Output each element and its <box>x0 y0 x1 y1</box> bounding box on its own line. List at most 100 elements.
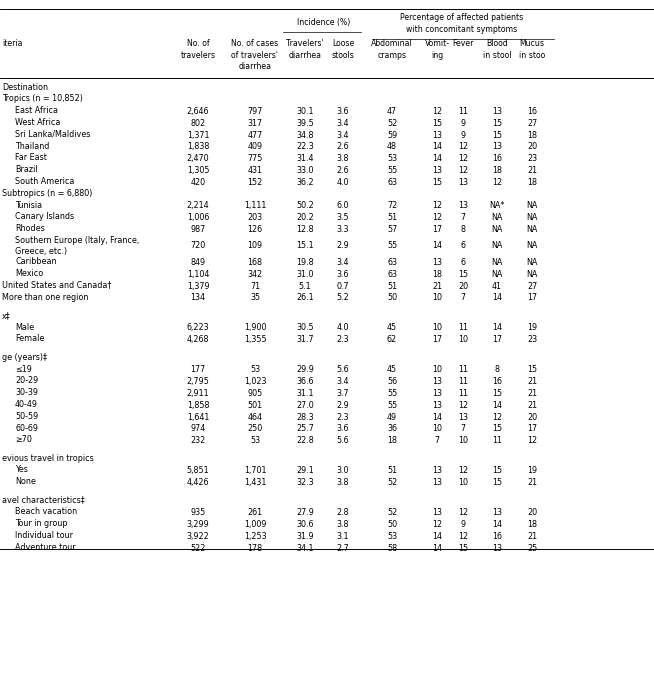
Text: 14: 14 <box>432 154 442 163</box>
Text: 51: 51 <box>387 213 397 222</box>
Text: 17: 17 <box>527 293 537 302</box>
Text: NA*: NA* <box>489 201 505 210</box>
Text: 56: 56 <box>387 377 397 386</box>
Text: in stool: in stool <box>483 51 511 60</box>
Text: 974: 974 <box>190 424 205 434</box>
Text: 5.2: 5.2 <box>337 293 349 302</box>
Text: Mucus: Mucus <box>519 39 545 48</box>
Text: 14: 14 <box>492 520 502 529</box>
Text: evious travel in tropics: evious travel in tropics <box>2 453 94 462</box>
Text: 7: 7 <box>460 424 466 434</box>
Text: 1,379: 1,379 <box>186 282 209 291</box>
Text: Adventure tour: Adventure tour <box>15 542 76 552</box>
Text: 10: 10 <box>458 335 468 344</box>
Text: 15: 15 <box>432 119 442 128</box>
Text: 1,009: 1,009 <box>244 520 266 529</box>
Text: 420: 420 <box>190 178 205 187</box>
Text: 1,305: 1,305 <box>187 166 209 175</box>
Text: 51: 51 <box>387 282 397 291</box>
Text: No. of: No. of <box>186 39 209 48</box>
Text: 23: 23 <box>527 335 537 344</box>
Text: 2.8: 2.8 <box>337 508 349 517</box>
Text: Rhodes: Rhodes <box>15 224 44 233</box>
Text: 5.6: 5.6 <box>337 436 349 445</box>
Text: 3,299: 3,299 <box>186 520 209 529</box>
Text: 2.6: 2.6 <box>337 142 349 151</box>
Text: 9: 9 <box>460 131 466 140</box>
Text: 36: 36 <box>387 424 397 434</box>
Text: 13: 13 <box>458 201 468 210</box>
Text: 59: 59 <box>387 131 397 140</box>
Text: NA: NA <box>526 225 538 234</box>
Text: 52: 52 <box>387 508 397 517</box>
Text: 7: 7 <box>460 213 466 222</box>
Text: 501: 501 <box>247 401 262 410</box>
Text: 31.4: 31.4 <box>296 154 314 163</box>
Text: 20: 20 <box>458 282 468 291</box>
Text: 2.9: 2.9 <box>337 401 349 410</box>
Text: 12: 12 <box>458 401 468 410</box>
Text: 3.8: 3.8 <box>337 520 349 529</box>
Text: 30.6: 30.6 <box>296 520 314 529</box>
Text: diarrhea: diarrhea <box>288 51 322 60</box>
Text: 6.0: 6.0 <box>337 201 349 210</box>
Text: Far East: Far East <box>15 153 47 162</box>
Text: 53: 53 <box>250 436 260 445</box>
Text: 6,223: 6,223 <box>186 324 209 332</box>
Text: 50: 50 <box>387 293 397 302</box>
Text: 36.2: 36.2 <box>296 178 314 187</box>
Text: 11: 11 <box>458 389 468 398</box>
Text: 31.0: 31.0 <box>296 269 314 279</box>
Text: NA: NA <box>491 213 503 222</box>
Text: 57: 57 <box>387 225 397 234</box>
Text: 53: 53 <box>387 531 397 541</box>
Text: 12: 12 <box>492 178 502 187</box>
Text: 48: 48 <box>387 142 397 151</box>
Text: 18: 18 <box>527 131 537 140</box>
Text: 12: 12 <box>432 213 442 222</box>
Text: NA: NA <box>491 269 503 279</box>
Text: 13: 13 <box>432 508 442 517</box>
Text: 1,371: 1,371 <box>187 131 209 140</box>
Text: 53: 53 <box>250 365 260 374</box>
Text: 60-69: 60-69 <box>15 423 38 432</box>
Text: 4.0: 4.0 <box>337 178 349 187</box>
Text: 1,023: 1,023 <box>244 377 266 386</box>
Text: 3.5: 3.5 <box>337 213 349 222</box>
Text: 15: 15 <box>492 478 502 487</box>
Text: 3.4: 3.4 <box>337 131 349 140</box>
Text: 317: 317 <box>247 119 262 128</box>
Text: 1,253: 1,253 <box>244 531 266 541</box>
Text: Beach vacation: Beach vacation <box>15 508 77 516</box>
Text: 13: 13 <box>458 178 468 187</box>
Text: 10: 10 <box>458 436 468 445</box>
Text: 27.9: 27.9 <box>296 508 314 517</box>
Text: 18: 18 <box>432 269 442 279</box>
Text: 10: 10 <box>432 424 442 434</box>
Text: 11: 11 <box>458 107 468 116</box>
Text: 22.8: 22.8 <box>296 436 314 445</box>
Text: 152: 152 <box>247 178 263 187</box>
Text: 464: 464 <box>247 412 262 421</box>
Text: 15: 15 <box>492 119 502 128</box>
Text: 13: 13 <box>458 412 468 421</box>
Text: 1,104: 1,104 <box>187 269 209 279</box>
Text: avel characteristics‡: avel characteristics‡ <box>2 495 85 505</box>
Text: 49: 49 <box>387 412 397 421</box>
Text: South America: South America <box>15 177 75 186</box>
Text: 15: 15 <box>492 466 502 475</box>
Text: 34.1: 34.1 <box>296 544 314 553</box>
Text: 14: 14 <box>432 241 442 250</box>
Text: 9: 9 <box>460 520 466 529</box>
Text: 22.3: 22.3 <box>296 142 314 151</box>
Text: 16: 16 <box>492 531 502 541</box>
Text: Travelers': Travelers' <box>286 39 324 48</box>
Text: None: None <box>15 477 36 486</box>
Text: West Africa: West Africa <box>15 118 60 127</box>
Text: Individual tour: Individual tour <box>15 531 73 540</box>
Text: 21: 21 <box>527 401 537 410</box>
Text: 21: 21 <box>527 478 537 487</box>
Text: 55: 55 <box>387 401 397 410</box>
Text: 13: 13 <box>492 107 502 116</box>
Text: 12: 12 <box>458 142 468 151</box>
